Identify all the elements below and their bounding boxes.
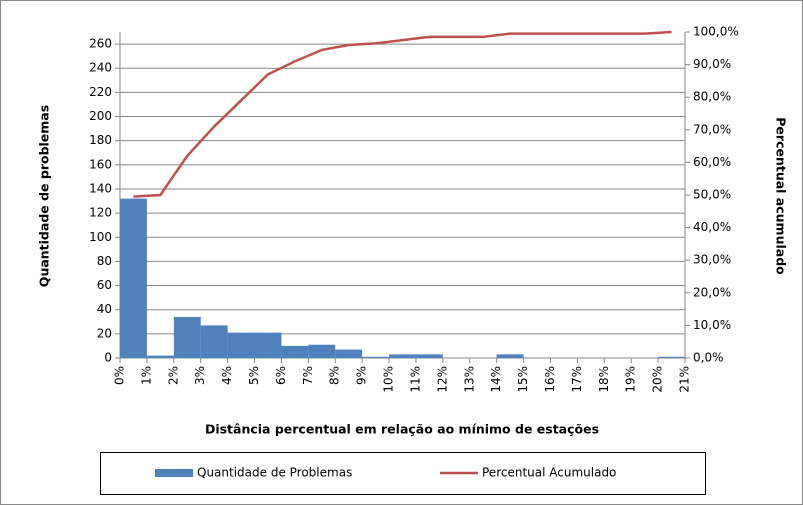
legend-label: Percentual Acumulado (482, 466, 616, 480)
legend-swatch (155, 469, 193, 477)
y2-tick-label: 0,0% (693, 351, 724, 365)
bar (335, 349, 363, 358)
legend-label: Quantidade de Problemas (197, 466, 352, 480)
y-tick-label: 240 (89, 61, 112, 75)
x-tick-label: 20% (651, 366, 665, 393)
y-tick-label: 220 (89, 85, 112, 99)
y-tick-label: 80 (97, 254, 112, 268)
x-tick-label: 0% (113, 366, 127, 385)
bar (120, 198, 147, 358)
bar (281, 345, 309, 358)
y2-tick-label: 80,0% (693, 90, 731, 104)
y2-tick-label: 90,0% (693, 57, 731, 71)
y2-tick-label: 30,0% (693, 253, 731, 267)
bar (200, 325, 228, 358)
bar (308, 344, 336, 358)
bar (496, 354, 524, 358)
y2-tick-label: 50,0% (693, 188, 731, 202)
x-tick-label: 11% (408, 366, 422, 393)
x-tick-label: 7% (301, 366, 315, 385)
y-tick-label: 60 (97, 278, 112, 292)
y-tick-label: 140 (89, 181, 112, 195)
y-tick-label: 40 (97, 302, 112, 316)
x-tick-label: 17% (570, 366, 584, 393)
y2-tick-label: 10,0% (693, 318, 731, 332)
legend-box (100, 452, 706, 495)
x-tick-label: 3% (193, 366, 207, 385)
x-tick-label: 2% (166, 366, 180, 385)
x-tick-label: 8% (328, 366, 342, 385)
x-tick-label: 5% (247, 366, 261, 385)
bar (227, 332, 255, 358)
y2-tick-label: 60,0% (693, 155, 731, 169)
x-tick-label: 10% (382, 366, 396, 393)
x-tick-label: 6% (274, 366, 288, 385)
bar (362, 356, 390, 358)
y2-tick-label: 100,0% (693, 25, 739, 39)
y-tick-label: 100 (89, 230, 112, 244)
x-tick-label: 14% (489, 366, 503, 393)
y-tick-label: 160 (89, 157, 112, 171)
x-tick-label: 12% (435, 366, 449, 393)
cumulative-line (133, 30, 672, 198)
bar (389, 354, 416, 358)
y2-tick-label: 40,0% (693, 220, 731, 234)
x-tick-label: 9% (355, 366, 369, 385)
x-axis-title: Distância percentual em relação ao mínim… (205, 422, 599, 437)
bar (254, 332, 282, 358)
x-tick-label: 4% (220, 366, 234, 385)
y2-tick-label: 20,0% (693, 285, 731, 299)
y-tick-label: 20 (97, 326, 112, 340)
bar (658, 356, 685, 358)
y-tick-label: 260 (89, 37, 112, 51)
bar (146, 355, 174, 358)
y-tick-label: 0 (104, 351, 112, 365)
y2-tick-label: 70,0% (693, 122, 731, 136)
y-tick-label: 120 (89, 206, 112, 220)
x-tick-label: 18% (597, 366, 611, 393)
x-tick-label: 1% (139, 366, 153, 385)
y-axis-title: Quantidade de problemas (37, 105, 52, 287)
x-tick-label: 15% (516, 366, 530, 393)
y-tick-label: 180 (89, 133, 112, 147)
x-tick-label: 21% (678, 366, 692, 393)
x-tick-label: 16% (543, 366, 557, 393)
bar (415, 354, 443, 358)
x-tick-label: 19% (624, 366, 638, 393)
y2-axis-title: Percentual acumulado (774, 117, 789, 275)
bar (173, 316, 201, 358)
y-tick-label: 200 (89, 109, 112, 123)
x-tick-label: 13% (462, 366, 476, 393)
